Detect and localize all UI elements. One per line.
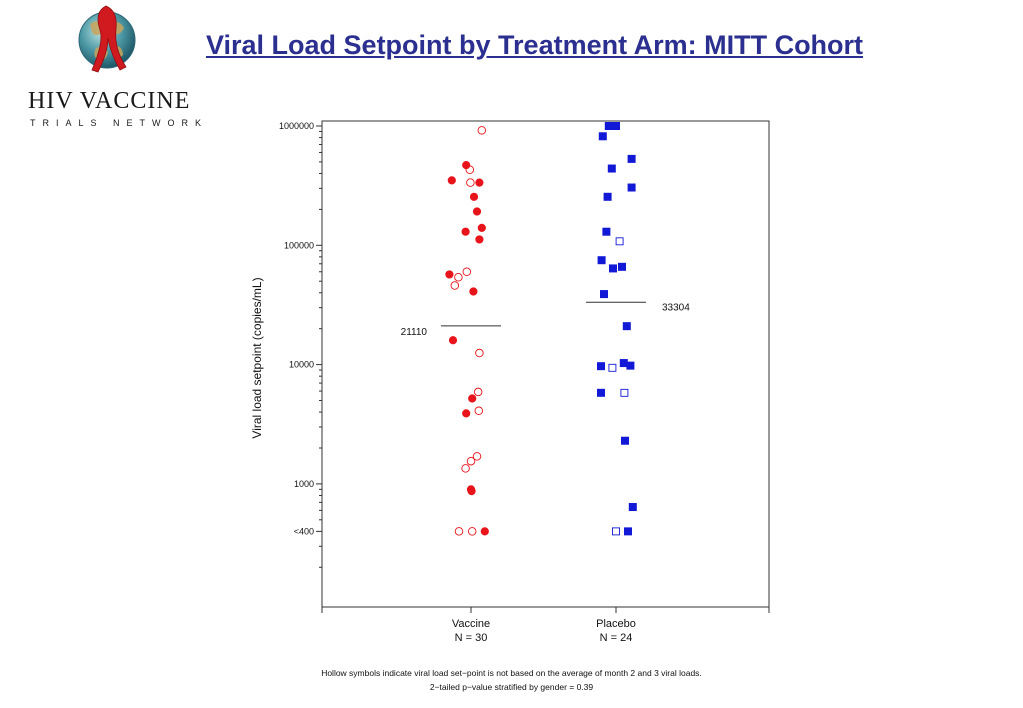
placebo-data-point <box>619 359 628 368</box>
footnote-p-value: 2−tailed p−value stratified by gender = … <box>429 682 594 692</box>
page-title: Viral Load Setpoint by Treatment Arm: MI… <box>206 30 864 60</box>
vaccine-data-point <box>448 336 458 345</box>
vaccine-data-point <box>454 527 464 536</box>
vaccine-data-point <box>474 406 484 416</box>
y-tick-label: 10000 <box>289 360 314 370</box>
x-category-n-label: N = 24 <box>600 632 633 644</box>
x-category-label: Vaccine <box>452 618 490 630</box>
vaccine-data-point <box>461 464 470 473</box>
vaccine-data-point <box>475 178 484 187</box>
placebo-data-point <box>615 237 624 246</box>
placebo-data-point <box>603 192 612 201</box>
placebo-data-point <box>600 290 608 299</box>
vaccine-data-point <box>477 223 486 232</box>
placebo-data-point <box>597 256 606 265</box>
placebo-median-label: 33304 <box>662 302 690 313</box>
placebo-data-point <box>622 322 631 331</box>
placebo-data-point <box>607 164 616 173</box>
placebo-data-point <box>628 503 637 512</box>
placebo-data-point <box>620 388 629 397</box>
vaccine-data-point <box>473 387 483 397</box>
hvtn-logo <box>20 0 195 130</box>
y-axis-label: Viral load setpoint (copies/mL) <box>250 277 264 438</box>
vaccine-data-point <box>447 176 456 185</box>
vaccine-data-point <box>466 456 476 466</box>
placebo-data-point <box>612 122 620 130</box>
y-tick-label: 1000 <box>294 479 314 489</box>
vaccine-data-point <box>475 348 484 358</box>
placebo-data-point <box>604 122 613 130</box>
vaccine-data-point <box>472 207 482 216</box>
vaccine-data-point <box>468 394 477 403</box>
vaccine-data-point <box>472 452 482 461</box>
y-tick-label: 100000 <box>284 240 314 250</box>
x-category-label: Placebo <box>596 618 636 630</box>
logo-name: HIV VACCINE <box>28 88 191 114</box>
placebo-data-point <box>627 183 636 192</box>
placebo-data-point <box>609 264 617 273</box>
placebo-data-point <box>608 363 617 372</box>
y-tick-label: <400 <box>294 526 314 536</box>
vaccine-data-point <box>445 270 454 279</box>
vaccine-data-point <box>469 287 478 296</box>
y-tick-label: 1000000 <box>279 121 314 131</box>
placebo-data-point <box>597 362 605 371</box>
placebo-data-point <box>621 436 629 445</box>
vaccine-data-point <box>469 192 479 201</box>
plot-frame <box>321 120 770 608</box>
vaccine-data-point <box>454 272 463 282</box>
vaccine-data-point <box>462 267 472 277</box>
placebo-data-point <box>624 527 632 536</box>
placebo-data-point <box>602 227 611 236</box>
footnote-hollow-symbols: Hollow symbols indicate viral load set−p… <box>321 668 702 678</box>
vaccine-data-point <box>480 527 489 536</box>
vaccine-data-point <box>466 178 475 187</box>
placebo-data-point <box>598 132 607 141</box>
placebo-data-point <box>627 154 636 163</box>
vaccine-data-point <box>467 487 476 496</box>
x-category-n-label: N = 30 <box>455 632 488 644</box>
placebo-data-point <box>597 388 605 397</box>
placebo-data-point <box>618 262 626 271</box>
vaccine-data-point <box>477 126 487 135</box>
vaccine-data-point <box>465 165 475 174</box>
globe-red-ribbon-icon <box>78 5 136 73</box>
placebo-data-point <box>626 361 635 370</box>
vaccine-data-point <box>467 527 477 536</box>
vaccine-median-label: 21110 <box>401 327 428 338</box>
vaccine-data-point <box>475 235 484 244</box>
logo-subtitle: TRIALS NETWORK <box>30 118 209 128</box>
placebo-data-point <box>612 527 620 536</box>
vaccine-data-point <box>461 227 470 236</box>
vaccine-data-point <box>462 409 471 418</box>
vaccine-data-point <box>450 281 460 290</box>
